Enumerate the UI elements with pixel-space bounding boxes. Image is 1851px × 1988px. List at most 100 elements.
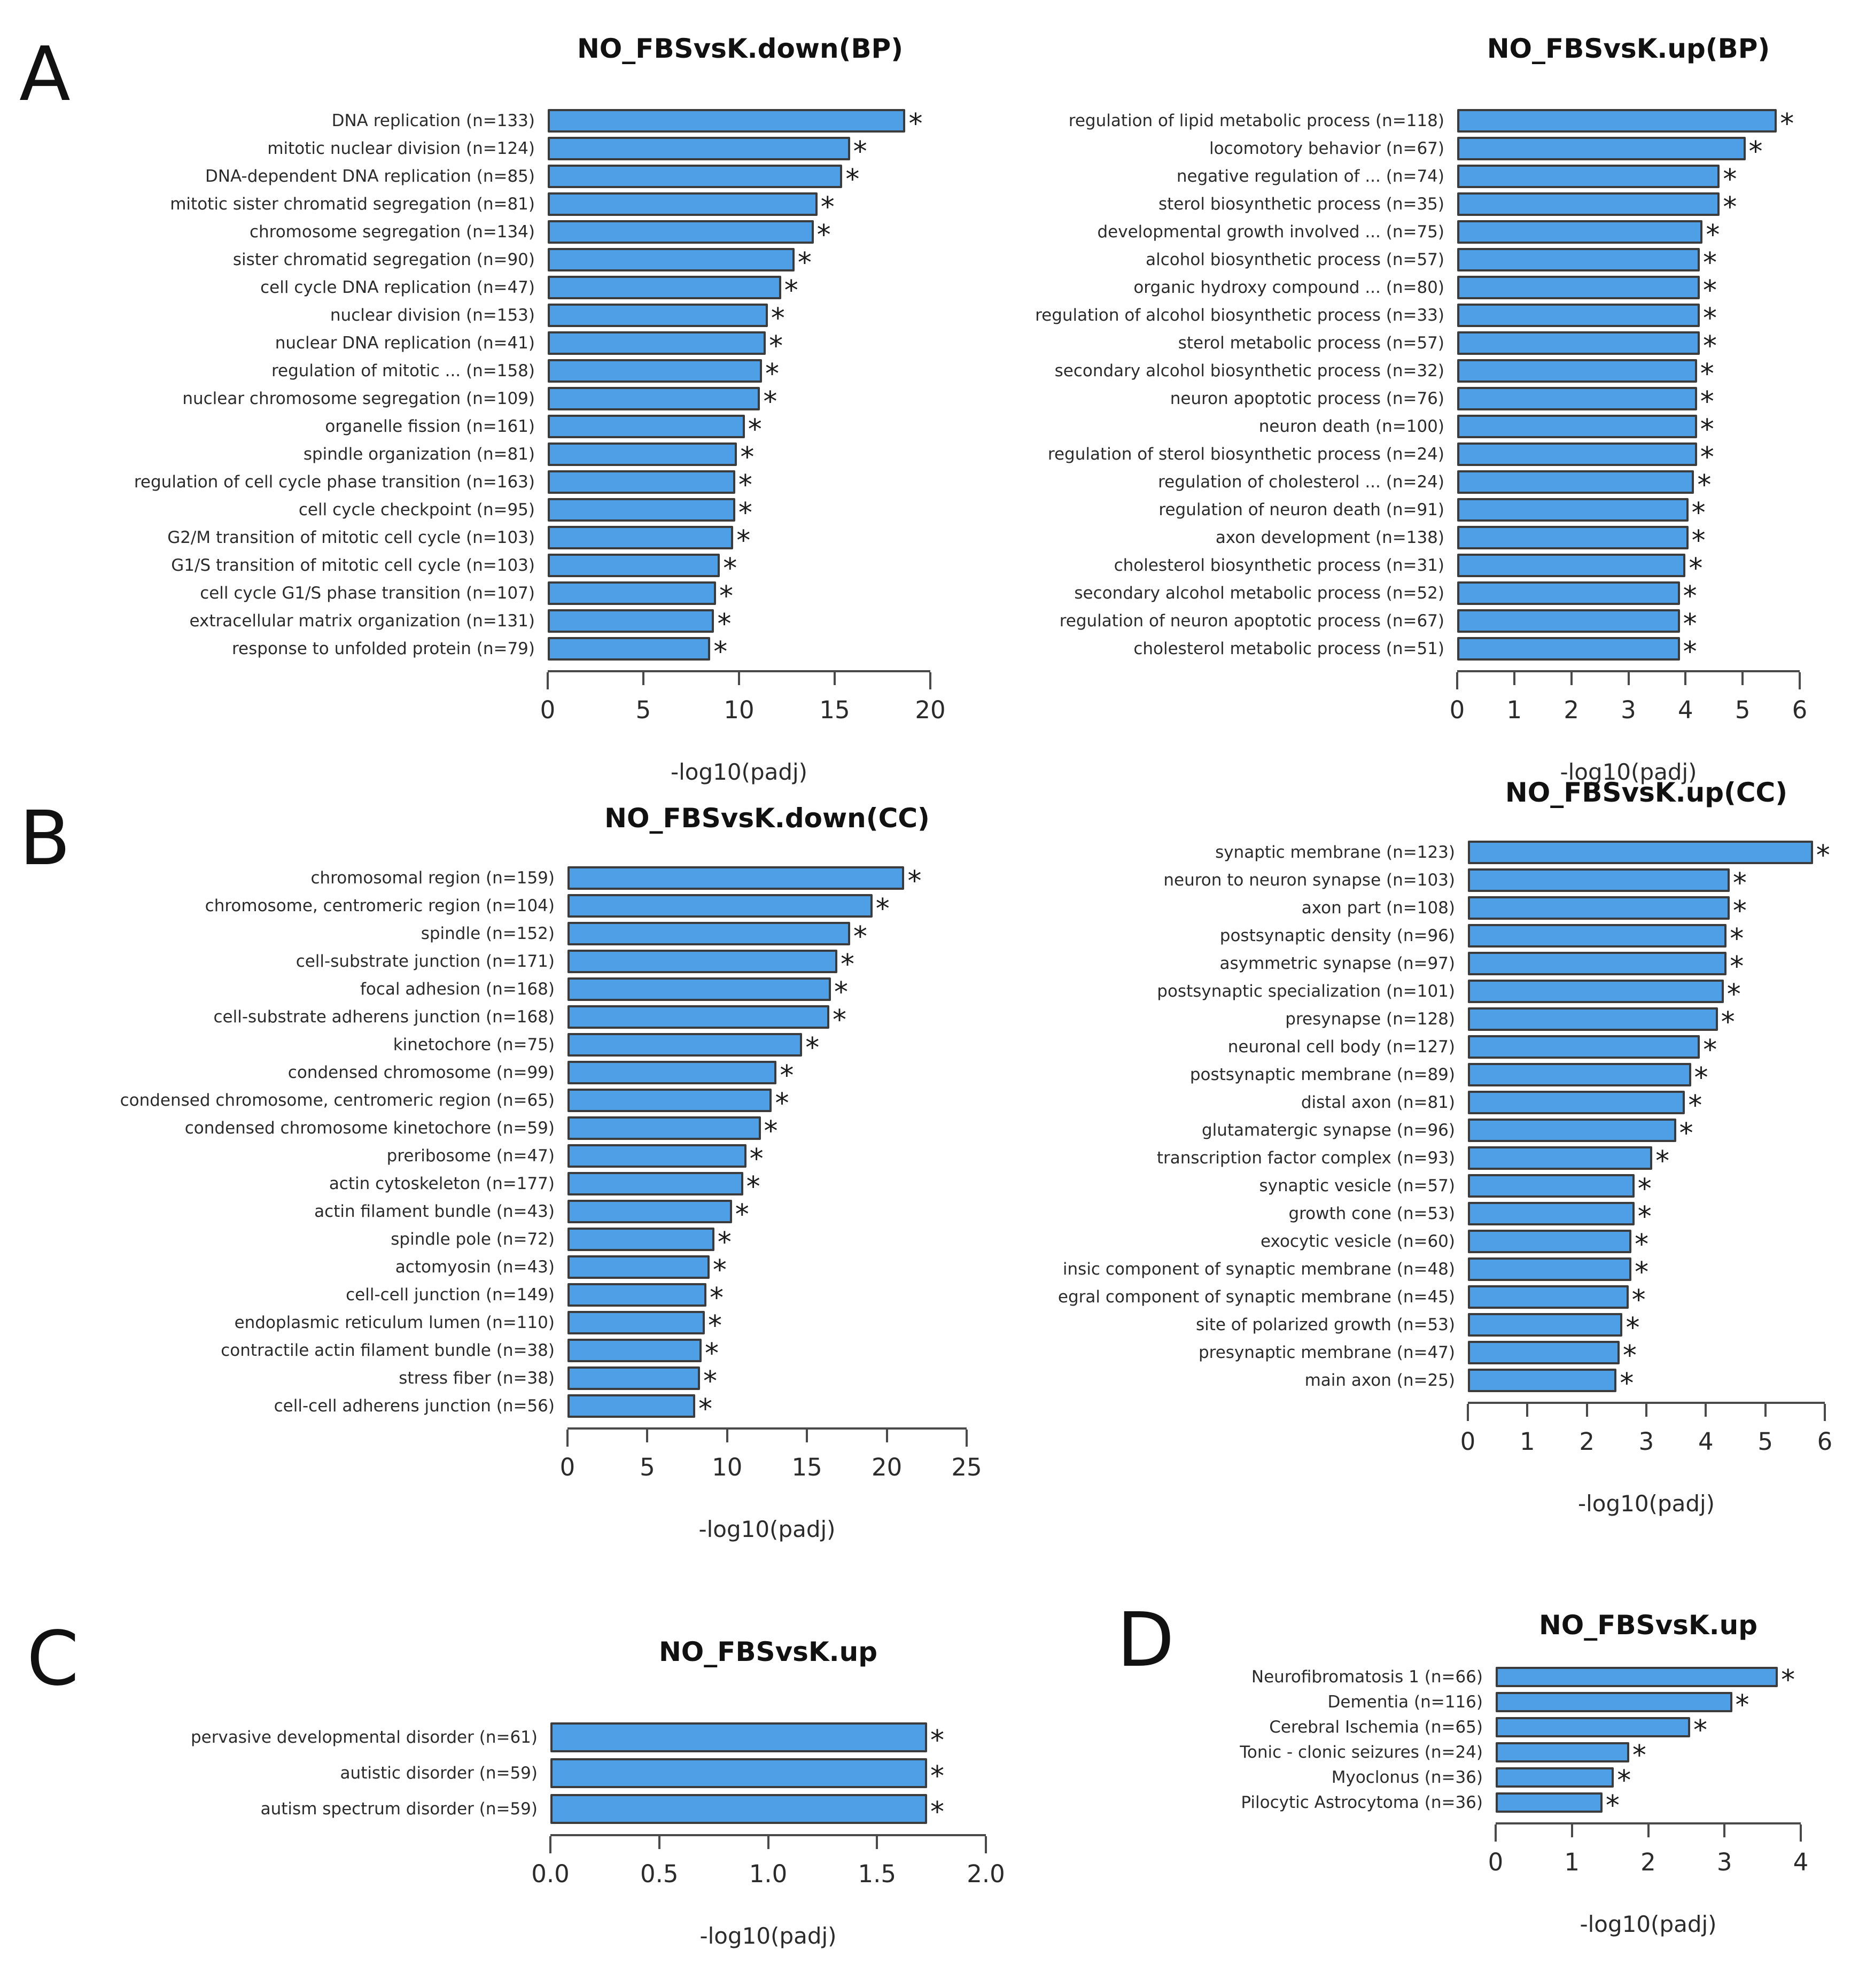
bar-cell: * <box>1457 248 1851 277</box>
bar-row: egral component of synaptic membrane (n=… <box>992 1283 1851 1314</box>
bar <box>548 470 735 494</box>
bar <box>567 1061 777 1084</box>
bar-row: regulation of cholesterol ... (n=24) * <box>987 468 1851 499</box>
axis-tick-label: 1 <box>1520 1427 1535 1456</box>
chart-title: NO_FBSvsK.down(CC) <box>604 803 930 834</box>
bar-cell: * <box>548 192 994 221</box>
axis-tick <box>646 1430 649 1442</box>
bar-row: postsynaptic density (n=96) * <box>992 922 1851 953</box>
bar <box>567 1394 696 1418</box>
category-label: cholesterol metabolic process (n=51) <box>1133 639 1444 658</box>
axis-tick <box>738 672 740 685</box>
category-label: extracellular matrix organization (n=131… <box>189 611 535 631</box>
bar <box>548 609 714 633</box>
bar <box>1457 331 1700 355</box>
category-label: focal adhesion (n=168) <box>360 980 555 999</box>
bar-cell: * <box>548 554 994 583</box>
bar-row: negative regulation of ... (n=74) * <box>987 162 1851 193</box>
bar <box>1457 581 1680 605</box>
bar-cell: * <box>548 276 994 305</box>
category-label: insic component of synaptic membrane (n=… <box>1062 1260 1455 1279</box>
bar-cell: * <box>550 1793 1050 1826</box>
bar <box>1468 924 1727 948</box>
bar-row: nuclear DNA replication (n=41) * <box>88 329 994 360</box>
bar-cell: * <box>1457 304 1851 332</box>
bar-cell: * <box>1468 1202 1851 1231</box>
axis-tick-label: 0 <box>540 696 556 724</box>
category-label: Pilocytic Astrocytoma (n=36) <box>1241 1792 1483 1812</box>
bar <box>567 1311 705 1334</box>
bar-cell: * <box>1468 1174 1851 1203</box>
bar-row: contractile actin filament bundle (n=38)… <box>60 1337 1031 1368</box>
bar-row: site of polarized growth (n=53) * <box>992 1311 1851 1342</box>
bar-cell: * <box>548 304 994 332</box>
axis-tick-label: 2 <box>1640 1848 1656 1876</box>
category-label: G2/M transition of mitotic cell cycle (n… <box>167 528 535 547</box>
category-label: kinetochore (n=75) <box>393 1035 555 1054</box>
category-label: sister chromatid segregation (n=90) <box>232 250 535 269</box>
axis-tick-label: 2 <box>1564 696 1579 724</box>
bar <box>548 304 768 327</box>
bar-cell: * <box>548 331 994 360</box>
axis-tick-label: 5 <box>1757 1427 1773 1456</box>
axis-tick-label: 2 <box>1579 1427 1595 1456</box>
axis-tick <box>1456 672 1458 689</box>
panel-letter-d: D <box>1117 1597 1175 1684</box>
category-label: site of polarized growth (n=53) <box>1195 1315 1455 1334</box>
bar-row: organelle fission (n=161) * <box>88 413 994 444</box>
axis-tick <box>834 672 836 685</box>
chart-no-fbsvsk-down-cc: NO_FBSvsK.down(CC) chromosomal region (n… <box>60 802 1031 1542</box>
bar <box>1468 1063 1691 1086</box>
bar-row: nuclear chromosome segregation (n=109) * <box>88 385 994 416</box>
x-axis-label: -log10(padj) <box>670 759 808 785</box>
category-label: response to unfolded protein (n=79) <box>231 639 535 658</box>
bar-row: synaptic membrane (n=123) * <box>992 838 1851 869</box>
category-label: cell-cell adherens junction (n=56) <box>274 1396 555 1416</box>
x-axis: 0.0 0.5 1.0 1.5 2.0 <box>531 1834 1005 1895</box>
x-axis-label: -log10(padj) <box>1560 759 1697 785</box>
axis-tick-label: 10 <box>724 696 755 724</box>
axis-tick-label: 6 <box>1817 1427 1833 1456</box>
bar-cell: * <box>567 1005 1031 1034</box>
bar-cell: * <box>1457 442 1851 471</box>
bar-row: main axon (n=25) * <box>992 1366 1851 1397</box>
bar <box>1457 137 1746 160</box>
bar-row: DNA-dependent DNA replication (n=85) * <box>88 162 994 193</box>
bar <box>567 1005 830 1029</box>
category-label: cholesterol biosynthetic process (n=31) <box>1114 556 1444 575</box>
bar <box>1468 1119 1676 1142</box>
axis-tick-label: 1 <box>1564 1848 1580 1876</box>
bar-cell: * <box>567 1144 1031 1173</box>
category-label: chromosomal region (n=159) <box>310 868 555 888</box>
category-label: Neurofibromatosis 1 (n=66) <box>1251 1667 1483 1687</box>
bar-cell: * <box>1457 220 1851 249</box>
bar <box>567 1283 706 1307</box>
bar <box>1457 248 1700 271</box>
bar-row: focal adhesion (n=168) * <box>60 975 1031 1006</box>
bar-cell: * <box>1468 841 1851 869</box>
bar <box>548 220 814 244</box>
bar-cell: * <box>1468 952 1851 981</box>
bar-row: Dementia (n=116) * <box>1122 1689 1851 1719</box>
bar-cell: * <box>1468 980 1851 1008</box>
bar <box>548 276 781 299</box>
axis-tick <box>885 1430 888 1442</box>
axis-tick <box>1705 1404 1707 1417</box>
bar-cell: * <box>548 109 994 138</box>
bar-row: regulation of lipid metabolic process (n… <box>987 107 1851 138</box>
bar-row: regulation of cell cycle phase transitio… <box>88 468 994 499</box>
bar-row: mitotic sister chromatid segregation (n=… <box>88 190 994 221</box>
bar-row: DNA replication (n=133) * <box>88 107 994 138</box>
bar-row: condensed chromosome, centromeric region… <box>60 1086 1031 1117</box>
category-label: regulation of neuron death (n=91) <box>1158 500 1444 519</box>
axis-tick <box>1570 672 1573 685</box>
category-label: Cerebral Ischemia (n=65) <box>1269 1717 1483 1737</box>
bar-rows: regulation of lipid metabolic process (n… <box>987 107 1851 666</box>
bar-row: insic component of synaptic membrane (n=… <box>992 1255 1851 1286</box>
bar-cell: * <box>548 137 994 166</box>
bar-row: chromosome, centromeric region (n=104) * <box>60 892 1031 923</box>
bar-cell: * <box>567 1283 1031 1312</box>
axis-tick-label: 3 <box>1638 1427 1654 1456</box>
bar <box>1457 526 1689 549</box>
bar-row: exocytic vesicle (n=60) * <box>992 1228 1851 1259</box>
